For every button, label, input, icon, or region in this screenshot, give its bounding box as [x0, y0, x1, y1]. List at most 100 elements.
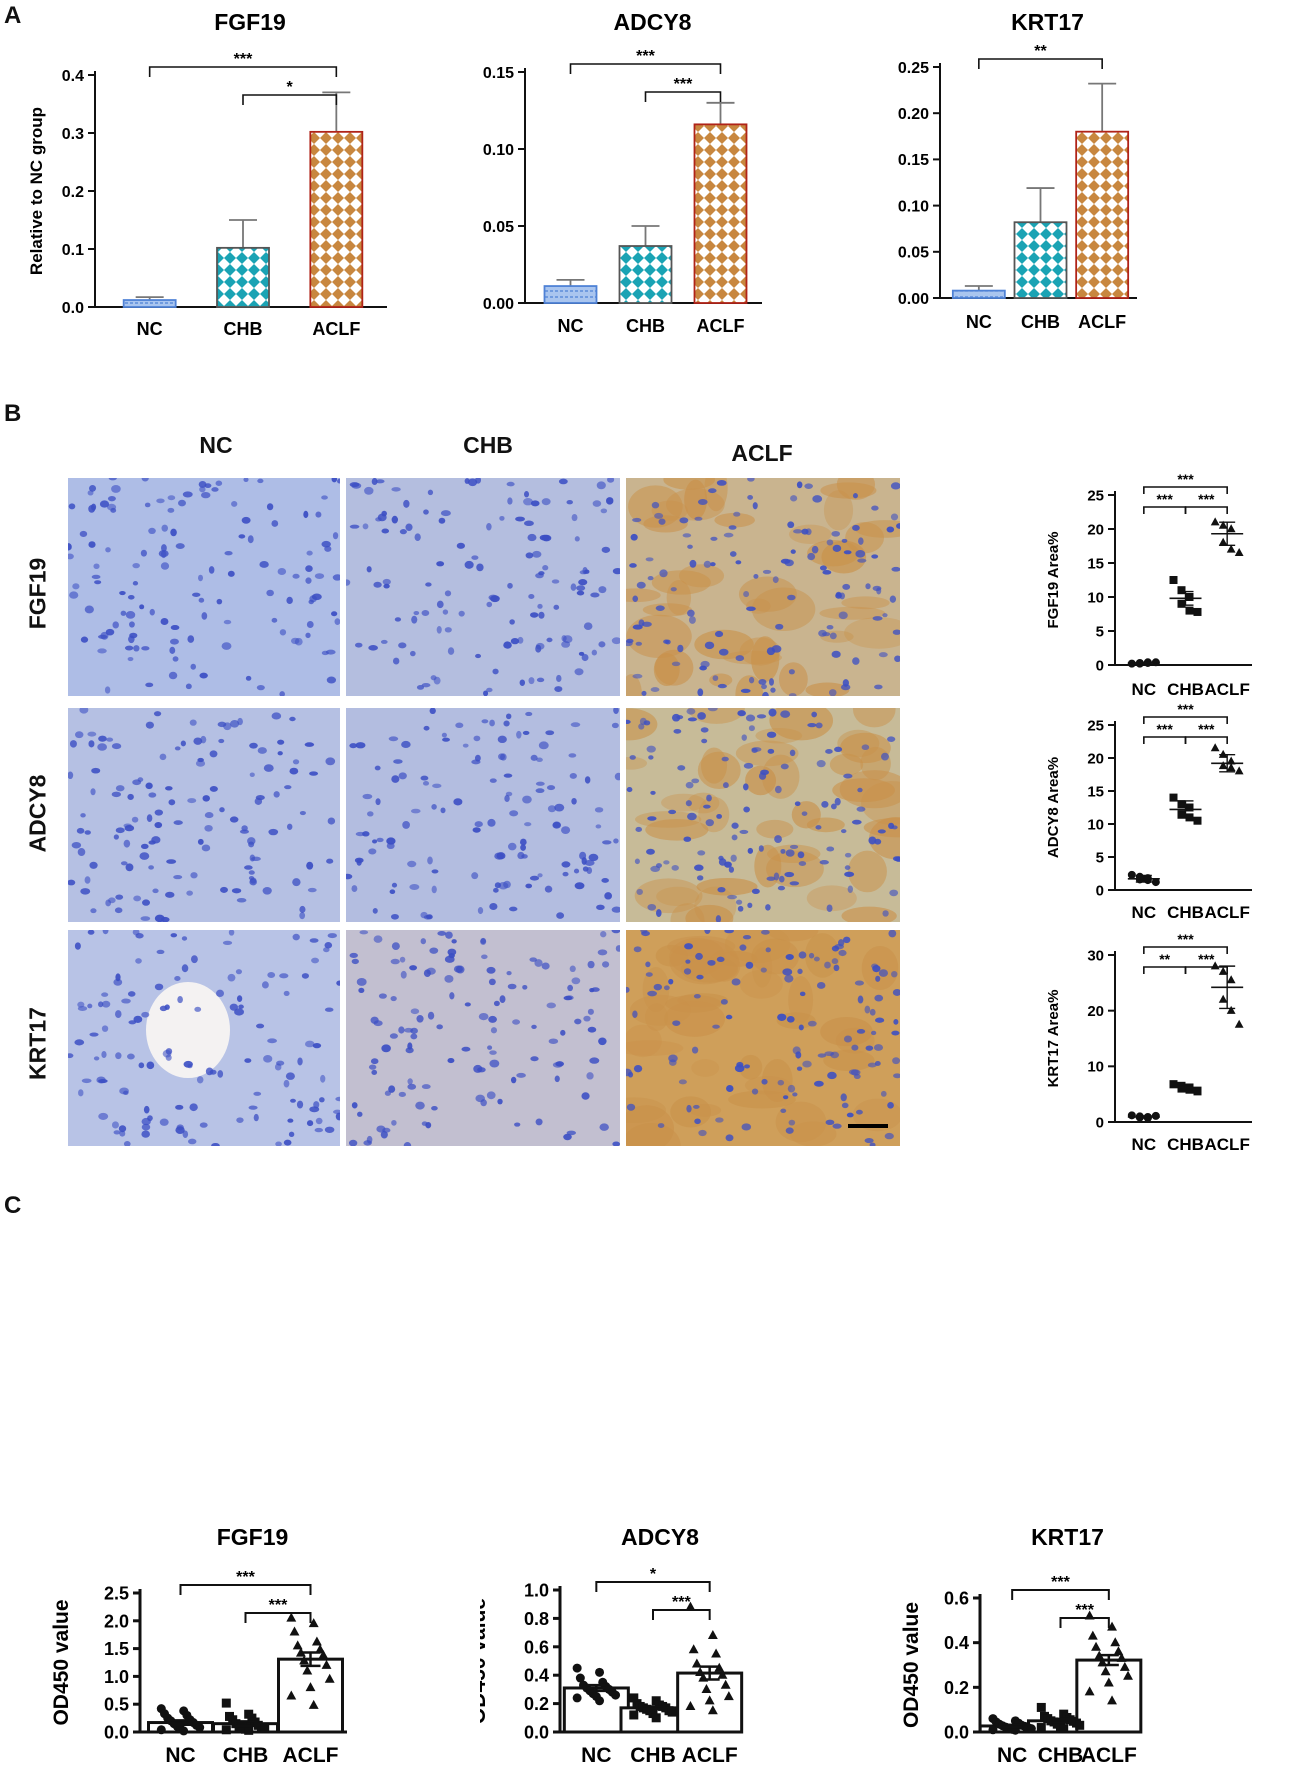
nucleus [381, 528, 390, 534]
nucleus [399, 956, 406, 963]
nucleus [290, 637, 300, 645]
nucleus [668, 1054, 678, 1063]
bar [1075, 1658, 1143, 1734]
nucleus [808, 952, 815, 959]
nucleus [390, 995, 397, 1002]
nucleus [431, 885, 437, 894]
data-point [1169, 1080, 1178, 1089]
nucleus [332, 532, 339, 540]
nucleus [725, 1014, 733, 1020]
nucleus [555, 1061, 565, 1067]
nucleus [423, 969, 431, 978]
nucleus [486, 687, 493, 693]
nucleus [489, 1059, 500, 1068]
nucleus [515, 516, 525, 522]
nucleus [672, 1020, 681, 1026]
nucleus [123, 839, 131, 848]
nucleus [447, 647, 455, 655]
nucleus [189, 719, 197, 726]
nucleus [813, 1080, 824, 1087]
nucleus [244, 1058, 252, 1063]
nucleus [409, 883, 420, 891]
nucleus [877, 829, 886, 834]
y-tick-label: 0 [1096, 657, 1104, 674]
nucleus [646, 745, 656, 753]
chart-c-fgf19: FGF19 0.0 0.5 1.0 1.5 2.0 2.5 OD450 value NC CHB A… [50, 1524, 347, 1767]
nucleus [158, 549, 169, 558]
nucleus [641, 621, 652, 627]
nucleus [315, 511, 322, 518]
nucleus [286, 823, 293, 830]
nucleus [737, 905, 744, 912]
nucleus [175, 1104, 184, 1110]
nucleus [156, 949, 165, 955]
nucleus [706, 794, 712, 802]
nucleus [629, 563, 637, 568]
nucleus [451, 939, 457, 944]
nucleus [199, 486, 206, 493]
nucleus [355, 742, 366, 749]
nucleus [534, 959, 543, 967]
nucleus [208, 566, 215, 574]
bar [1075, 130, 1130, 299]
nucleus [503, 880, 511, 889]
nucleus [531, 1024, 537, 1029]
nucleus [587, 1008, 594, 1015]
nucleus [97, 648, 107, 654]
nucleus [613, 838, 619, 844]
nucleus [715, 1117, 724, 1123]
nucleus [687, 609, 695, 617]
data-point [1113, 1646, 1124, 1656]
nucleus [718, 648, 729, 656]
nucleus [442, 609, 449, 615]
nucleus [144, 502, 151, 508]
nucleus [848, 1069, 859, 1075]
nucleus [323, 947, 330, 953]
nucleus [314, 1127, 323, 1133]
significance-bracket [1184, 966, 1228, 974]
nucleus [115, 1010, 122, 1018]
nucleus [372, 908, 378, 914]
nucleus [567, 984, 574, 992]
nucleus [125, 610, 136, 619]
nucleus [714, 630, 724, 638]
ihc-tile-fgf19-chb [346, 478, 620, 696]
x-tick-label: ACLF [283, 1744, 339, 1767]
nucleus [127, 1053, 135, 1060]
nucleus [77, 848, 86, 857]
nucleus [878, 652, 888, 658]
data-point [1218, 966, 1228, 975]
nucleus [865, 583, 871, 590]
nucleus [204, 812, 214, 819]
nucleus [772, 576, 779, 584]
significance-label: ** [1034, 43, 1047, 60]
y-axis-label: FGF19 Area% [1045, 532, 1062, 629]
nucleus [856, 806, 866, 812]
nucleus [821, 801, 829, 808]
nucleus [503, 641, 512, 649]
nucleus [663, 985, 670, 991]
nucleus [421, 1084, 431, 1090]
nucleus [891, 1030, 900, 1036]
nucleus [442, 737, 450, 742]
y-tick-label: 25 [1087, 487, 1104, 504]
stain-region [645, 818, 709, 841]
nucleus [168, 799, 176, 806]
nucleus [601, 546, 611, 553]
nucleus [348, 1139, 358, 1146]
nucleus [686, 1104, 692, 1113]
nucleus [473, 735, 481, 742]
nucleus [647, 816, 657, 821]
nucleus [247, 535, 254, 544]
data-point [651, 1713, 661, 1723]
nucleus [420, 911, 428, 919]
significance-bracket [1143, 486, 1228, 494]
nucleus [133, 895, 142, 902]
nucleus [525, 552, 534, 559]
nucleus [611, 637, 620, 645]
nucleus [483, 690, 489, 696]
nucleus [398, 642, 407, 649]
nucleus [645, 557, 654, 562]
nucleus [475, 653, 482, 659]
y-axis-label: OD450 value [50, 1599, 73, 1725]
